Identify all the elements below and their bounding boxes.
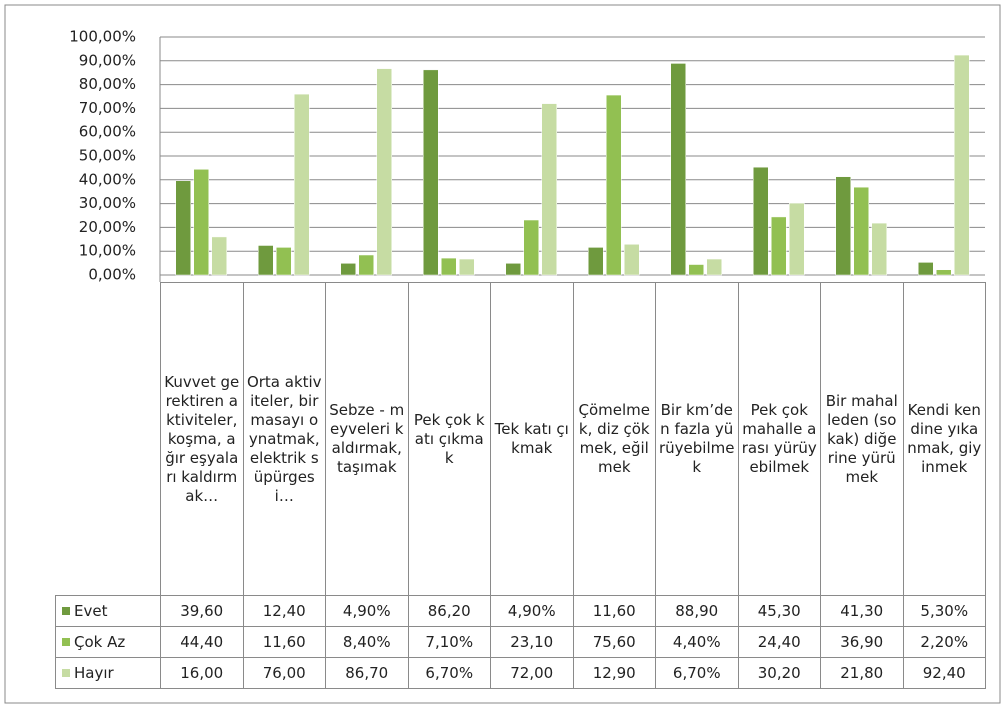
table-value: 12,40 — [242, 595, 326, 627]
category-label: Pek çok mahalle arası yürüyebilmek — [737, 282, 821, 596]
table-value: 4,90% — [325, 595, 409, 627]
bar — [918, 262, 934, 276]
legend-entry: Hayır — [55, 657, 161, 689]
bar — [706, 258, 722, 276]
table-value: 11,60 — [242, 626, 326, 658]
bar — [954, 54, 970, 276]
legend-entry: Çok Az — [55, 626, 161, 658]
category-label: Çömelmek, diz çökmek, eğilmek — [572, 282, 656, 596]
y-tick-label: 70,00% — [79, 99, 136, 117]
bar — [936, 269, 952, 276]
table-value: 21,80 — [820, 657, 904, 689]
table-value: 24,40 — [737, 626, 821, 658]
bar — [523, 219, 539, 276]
bar — [276, 247, 292, 276]
bar — [624, 244, 640, 276]
category-label: Bir mahalleden (sokak) diğerine yürümek — [820, 282, 904, 596]
y-tick-label: 30,00% — [79, 194, 136, 212]
table-value: 12,90 — [572, 657, 656, 689]
category-label: Kuvvet gerektiren aktiviteler, koşma, ağ… — [160, 282, 244, 596]
legend-swatch — [62, 669, 70, 677]
bar — [211, 236, 227, 276]
category-label: Kendi kendine yıkanmak, giyinmek — [902, 282, 986, 596]
bar — [459, 258, 475, 276]
bar — [175, 180, 191, 276]
table-value: 11,60 — [572, 595, 656, 627]
table-value: 4,40% — [655, 626, 739, 658]
frame — [4, 4, 1001, 704]
y-tick-label: 0,00% — [88, 266, 136, 284]
bar — [789, 202, 805, 276]
table-value: 23,10 — [490, 626, 574, 658]
y-tick-label: 40,00% — [79, 170, 136, 188]
legend-label: Evet — [74, 601, 108, 620]
table-value: 5,30% — [902, 595, 986, 627]
table-value: 4,90% — [490, 595, 574, 627]
legend-label: Çok Az — [74, 632, 126, 651]
y-tick-label: 10,00% — [79, 242, 136, 260]
bar — [505, 263, 521, 276]
table-value: 92,40 — [902, 657, 986, 689]
bar — [588, 247, 604, 276]
table-value: 44,40 — [160, 626, 244, 658]
category-label: Tek katı çıkmak — [490, 282, 574, 596]
category-label: Orta aktiviteler, bir masayı oynatmak, e… — [242, 282, 326, 596]
y-tick-label: 90,00% — [79, 51, 136, 69]
bar — [193, 169, 209, 276]
table-value: 45,30 — [737, 595, 821, 627]
bar — [853, 186, 869, 276]
table-value: 2,20% — [902, 626, 986, 658]
table-value: 86,20 — [407, 595, 491, 627]
bar — [835, 176, 851, 276]
table-value: 16,00 — [160, 657, 244, 689]
bar — [258, 245, 274, 276]
table-value: 72,00 — [490, 657, 574, 689]
bar — [670, 63, 686, 276]
table-value: 30,20 — [737, 657, 821, 689]
bar — [376, 68, 392, 276]
bar — [441, 257, 457, 276]
y-tick-label: 20,00% — [79, 218, 136, 236]
bar — [771, 216, 787, 276]
table-value: 86,70 — [325, 657, 409, 689]
table-value: 75,60 — [572, 626, 656, 658]
table-value: 8,40% — [325, 626, 409, 658]
y-tick-label: 100,00% — [69, 28, 136, 46]
y-tick-label: 60,00% — [79, 123, 136, 141]
table-value: 41,30 — [820, 595, 904, 627]
table-value: 76,00 — [242, 657, 326, 689]
category-label: Bir km’den fazla yürüyebilmek — [655, 282, 739, 596]
table-value: 88,90 — [655, 595, 739, 627]
bar — [294, 93, 310, 276]
bar — [753, 166, 769, 276]
category-label: Pek çok katı çıkmak — [407, 282, 491, 596]
bar — [423, 69, 439, 276]
y-tick-label: 80,00% — [79, 75, 136, 93]
table-value: 36,90 — [820, 626, 904, 658]
bar — [871, 222, 887, 276]
table-value: 39,60 — [160, 595, 244, 627]
legend-label: Hayır — [74, 663, 114, 682]
bar — [606, 94, 622, 276]
legend-swatch — [62, 638, 70, 646]
y-tick-label: 50,00% — [79, 147, 136, 165]
table-value: 7,10% — [407, 626, 491, 658]
bar — [358, 254, 374, 276]
category-label: Sebze - meyveleri kaldırmak, taşımak — [325, 282, 409, 596]
legend-swatch — [62, 607, 70, 615]
bar — [340, 263, 356, 276]
legend-entry: Evet — [55, 595, 161, 627]
bar — [541, 103, 557, 276]
table-value: 6,70% — [655, 657, 739, 689]
table-value: 6,70% — [407, 657, 491, 689]
bar — [688, 264, 704, 276]
